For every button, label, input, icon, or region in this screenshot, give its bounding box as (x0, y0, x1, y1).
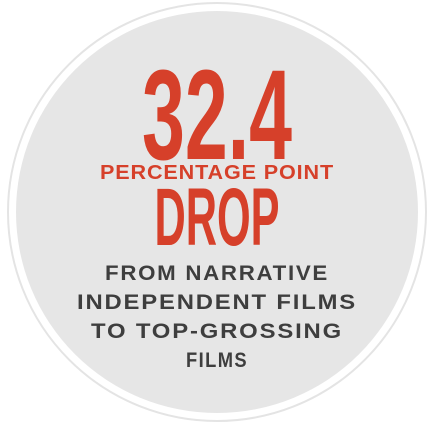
description-line: INDEPENDENT FILMS (77, 291, 357, 314)
stat-value: 32.4 (142, 44, 292, 187)
stat-label: DROP (155, 172, 280, 263)
badge-circle (16, 11, 418, 413)
description-line: FILMS (186, 349, 248, 372)
description-line: TO TOP-GROSSING (91, 320, 343, 343)
description-line: FROM NARRATIVE (105, 262, 329, 285)
stat-unit: PERCENTAGE POINT (100, 162, 334, 184)
